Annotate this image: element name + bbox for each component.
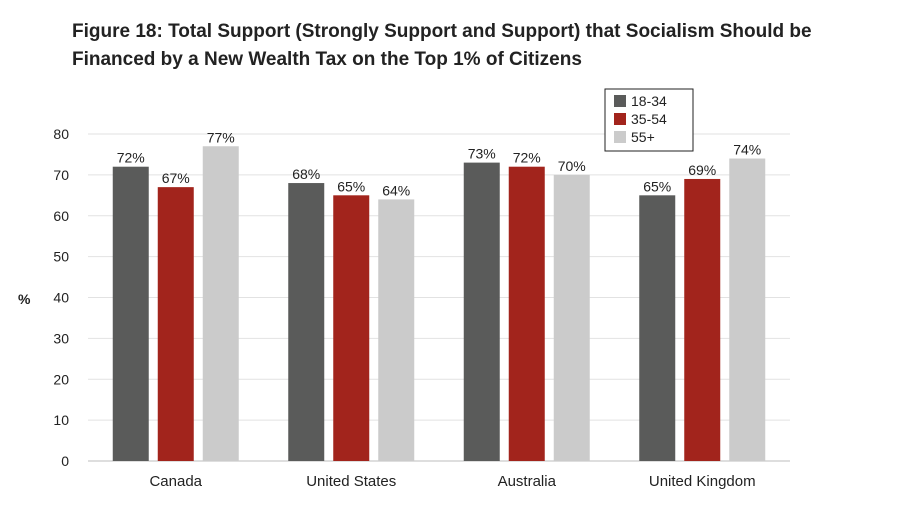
- bar-united-kingdom-35-54: [684, 178, 721, 461]
- data-label: 64%: [382, 182, 410, 198]
- data-label: 68%: [292, 166, 320, 182]
- y-tick-label: 0: [61, 453, 69, 469]
- y-axis-label: %: [18, 291, 31, 307]
- x-axis-categories: Canada United States Australia United Kingd…: [149, 473, 755, 490]
- bar-canada-18-34: [112, 166, 149, 461]
- bar-united-states-18-34: [288, 183, 325, 462]
- bar-australia-18-34: [463, 162, 500, 462]
- y-tick-label: 80: [53, 126, 69, 142]
- legend-swatch: [614, 131, 626, 143]
- chart-title-line-2: Financed by a New Wealth Tax on the Top …: [72, 49, 582, 70]
- data-label: 74%: [733, 142, 761, 158]
- legend-swatch: [614, 95, 626, 107]
- data-label: 73%: [468, 146, 496, 162]
- bars: 72% 67% 77% 68% 65% 64% 73% 72% 70% 65% 69% 74%: [112, 129, 766, 462]
- y-tick-label: 30: [53, 330, 69, 346]
- chart-title-line-1: Figure 18: Total Support (Strongly Suppo…: [72, 21, 812, 42]
- y-tick-label: 10: [53, 412, 69, 428]
- y-tick-label: 60: [53, 208, 69, 224]
- data-label: 72%: [117, 150, 145, 166]
- y-tick-label: 40: [53, 290, 69, 306]
- bar-united-kingdom-55: [729, 158, 766, 461]
- bar-canada-35-54: [157, 187, 194, 461]
- data-label: 65%: [337, 178, 365, 194]
- legend-swatch: [614, 113, 626, 125]
- y-tick-label: 70: [53, 167, 69, 183]
- data-label: 72%: [513, 150, 541, 166]
- legend-label: 18-34: [631, 93, 667, 109]
- bar-united-states-35-54: [333, 195, 370, 461]
- legend-label: 35-54: [631, 111, 667, 127]
- bar-australia-55: [553, 174, 590, 461]
- x-category-label: Canada: [149, 473, 202, 490]
- x-category-label: United States: [306, 473, 396, 490]
- y-axis-ticks: 0 10 20 30 40 50 60 70 80: [53, 126, 69, 469]
- chart-title: Figure 18: Total Support (Strongly Suppo…: [72, 18, 882, 74]
- bar-united-kingdom-18-34: [639, 195, 676, 461]
- bar-canada-55: [202, 146, 239, 461]
- legend: 18-34 35-54 55+: [604, 88, 694, 152]
- y-tick-label: 20: [53, 371, 69, 387]
- bar-australia-35-54: [508, 166, 545, 461]
- x-category-label: United Kingdom: [649, 473, 756, 490]
- legend-label: 55+: [631, 129, 655, 145]
- data-label: 67%: [162, 170, 190, 186]
- data-label: 70%: [558, 158, 586, 174]
- data-label: 77%: [207, 129, 235, 145]
- data-label: 65%: [643, 178, 671, 194]
- bar-united-states-55: [378, 199, 415, 461]
- x-category-label: Australia: [498, 473, 557, 490]
- data-label: 69%: [688, 162, 716, 178]
- y-tick-label: 50: [53, 249, 69, 265]
